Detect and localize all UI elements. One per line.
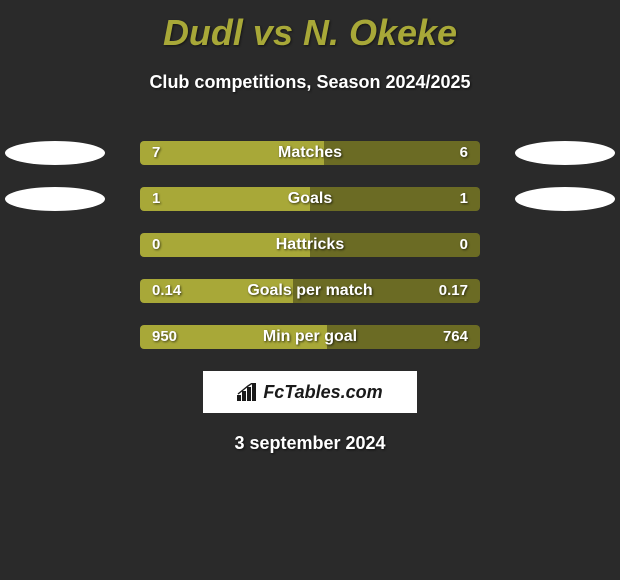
stat-value-right: 764 <box>443 325 468 349</box>
stat-row: 0.14Goals per match0.17 <box>0 279 620 303</box>
player-avatar-placeholder <box>515 187 615 211</box>
avatar-left-slot <box>0 187 110 211</box>
bar-chart-icon <box>237 383 259 401</box>
stat-label: Matches <box>140 141 480 165</box>
avatar-right-slot <box>510 141 620 165</box>
stat-label: Min per goal <box>140 325 480 349</box>
date-text: 3 september 2024 <box>0 433 620 454</box>
stat-value-right: 6 <box>460 141 468 165</box>
stat-label: Hattricks <box>140 233 480 257</box>
stat-value-right: 0 <box>460 233 468 257</box>
stat-bar: 1Goals1 <box>140 187 480 211</box>
player-avatar-placeholder <box>5 141 105 165</box>
subtitle: Club competitions, Season 2024/2025 <box>0 72 620 93</box>
stat-value-right: 1 <box>460 187 468 211</box>
stat-bar: 950Min per goal764 <box>140 325 480 349</box>
stats-rows: 7Matches6 1Goals1 0Hattricks0 0.14Goals per… <box>0 141 620 349</box>
comparison-card: Dudl vs N. Okeke Club competitions, Seas… <box>0 0 620 580</box>
stat-label: Goals <box>140 187 480 211</box>
brand-text: FcTables.com <box>263 382 382 403</box>
page-title: Dudl vs N. Okeke <box>0 0 620 54</box>
stat-bar: 7Matches6 <box>140 141 480 165</box>
stat-bar: 0.14Goals per match0.17 <box>140 279 480 303</box>
stat-value-right: 0.17 <box>439 279 468 303</box>
avatar-left-slot <box>0 141 110 165</box>
stat-row: 0Hattricks0 <box>0 233 620 257</box>
stat-label: Goals per match <box>140 279 480 303</box>
stat-row: 7Matches6 <box>0 141 620 165</box>
player-avatar-placeholder <box>5 187 105 211</box>
avatar-right-slot <box>510 187 620 211</box>
brand-badge: FcTables.com <box>203 371 417 413</box>
stat-row: 1Goals1 <box>0 187 620 211</box>
stat-row: 950Min per goal764 <box>0 325 620 349</box>
stat-bar: 0Hattricks0 <box>140 233 480 257</box>
player-avatar-placeholder <box>515 141 615 165</box>
